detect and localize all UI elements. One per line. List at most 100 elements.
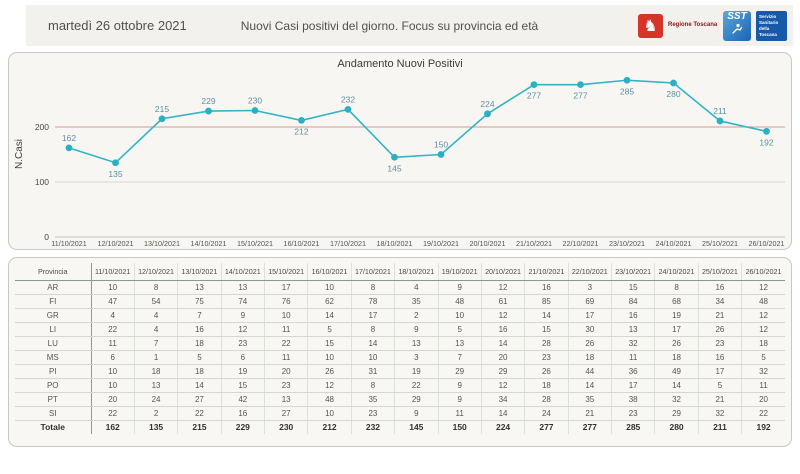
regione-toscana-logo: ♞ (638, 14, 663, 38)
data-label: 230 (248, 96, 262, 106)
column-header-date: 17/10/2021 (351, 263, 396, 281)
table-cell: 12 (741, 280, 785, 295)
table-cell: 16 (698, 350, 743, 365)
table-cell: 17 (654, 322, 699, 337)
table-cell: 5 (741, 350, 785, 365)
x-tick-label: 12/10/2021 (98, 239, 134, 248)
data-label: 135 (108, 169, 122, 179)
table-cell: 26 (698, 322, 743, 337)
data-label: 229 (201, 96, 215, 106)
data-label: 145 (387, 163, 401, 173)
sst-acronym: SST (727, 11, 747, 22)
table-cell: 17 (351, 308, 396, 323)
x-tick-label: 14/10/2021 (191, 239, 227, 248)
table-cell: 12 (221, 322, 266, 337)
table-cell: 19 (654, 308, 699, 323)
table-cell: 85 (524, 294, 569, 309)
table-cell: 3 (394, 350, 439, 365)
table-cell: 2 (134, 406, 179, 421)
pegasus-icon: ♞ (643, 16, 658, 35)
chart-point (158, 115, 166, 123)
column-header-date: 11/10/2021 (91, 263, 135, 281)
table-cell: 32 (654, 392, 699, 407)
table-cell: 18 (177, 364, 222, 379)
column-header-date: 16/10/2021 (307, 263, 352, 281)
column-header-date: 22/10/2021 (568, 263, 613, 281)
table-cell: 20 (91, 392, 135, 407)
table-cell: 14 (568, 378, 613, 393)
x-tick-label: 16/10/2021 (284, 239, 320, 248)
table-cell: 74 (221, 294, 266, 309)
totale-cell: 280 (654, 419, 699, 434)
table-cell: 27 (264, 406, 309, 421)
data-label: 285 (620, 86, 634, 96)
column-header-date: 14/10/2021 (221, 263, 266, 281)
column-header-date: 21/10/2021 (524, 263, 569, 281)
chart-point (391, 153, 398, 161)
table-cell: 36 (611, 364, 656, 379)
chart-point (716, 117, 724, 125)
totale-cell: 145 (394, 419, 439, 434)
table-cell: 17 (264, 280, 309, 295)
table-cell: 22 (177, 406, 222, 421)
table-cell: 32 (698, 406, 743, 421)
table-cell: 61 (481, 294, 526, 309)
table-cell: 28 (524, 336, 569, 351)
table-cell: 1 (134, 350, 179, 365)
table-cell: 10 (91, 378, 135, 393)
table-cell: 14 (481, 336, 526, 351)
table-cell: 15 (221, 378, 266, 393)
table-cell: 12 (481, 378, 526, 393)
table-cell: 38 (611, 392, 656, 407)
table-cell: 16 (177, 322, 222, 337)
table-cell: 5 (177, 350, 222, 365)
table-cell: 19 (221, 364, 266, 379)
x-tick-label: 13/10/2021 (144, 239, 180, 248)
table-cell: 21 (568, 406, 613, 421)
table-cell: 23 (698, 336, 743, 351)
sst-figure-icon (732, 23, 743, 34)
totale-cell: 230 (264, 419, 309, 434)
data-label: 215 (155, 104, 169, 114)
table-cell: 14 (654, 378, 699, 393)
table-cell: 5 (307, 322, 352, 337)
province-label: FI (15, 294, 92, 309)
table-cell: 10 (307, 350, 352, 365)
column-header-provincia: Provincia (15, 263, 92, 281)
table-cell: 18 (568, 350, 613, 365)
totale-cell: 211 (698, 419, 743, 434)
table-cell: 12 (481, 308, 526, 323)
province-label: GR (15, 308, 92, 323)
totale-cell: 162 (91, 419, 135, 434)
data-label: 280 (666, 89, 680, 99)
table-cell: 62 (307, 294, 352, 309)
table-cell: 7 (177, 308, 222, 323)
table-cell: 10 (351, 350, 396, 365)
table-cell: 9 (394, 322, 439, 337)
y-tick-label: 100 (35, 177, 49, 187)
table-cell: 22 (91, 322, 135, 337)
table-cell: 4 (134, 308, 179, 323)
table-cell: 34 (481, 392, 526, 407)
table-cell: 4 (91, 308, 135, 323)
table-cell: 26 (654, 336, 699, 351)
column-header-date: 23/10/2021 (611, 263, 656, 281)
province-label: SI (15, 406, 92, 421)
table-cell: 23 (524, 350, 569, 365)
table-cell: 14 (524, 308, 569, 323)
data-label: 277 (527, 91, 541, 101)
table-cell: 7 (134, 336, 179, 351)
x-tick-label: 26/10/2021 (749, 239, 785, 248)
table-cell: 48 (438, 294, 482, 309)
totale-cell: 212 (307, 419, 352, 434)
table-cell: 12 (481, 280, 526, 295)
table-cell: 13 (438, 336, 482, 351)
table-cell: 23 (221, 336, 266, 351)
table-row: PO 10 13 14 15 23 12 8 22 9 12 18 14 17 14 5 11 (15, 378, 785, 393)
line-chart: 0 100 200 N.Casi 162 11/10/2021 135 12/10/2021 2… (14, 76, 785, 248)
table-cell: 4 (394, 280, 439, 295)
table-cell: 9 (394, 406, 439, 421)
table-header-row: Provincia 11/10/2021 12/10/2021 13/10/2021 1… (15, 263, 785, 281)
totale-cell: 277 (568, 419, 613, 434)
table-cell: 18 (741, 336, 785, 351)
